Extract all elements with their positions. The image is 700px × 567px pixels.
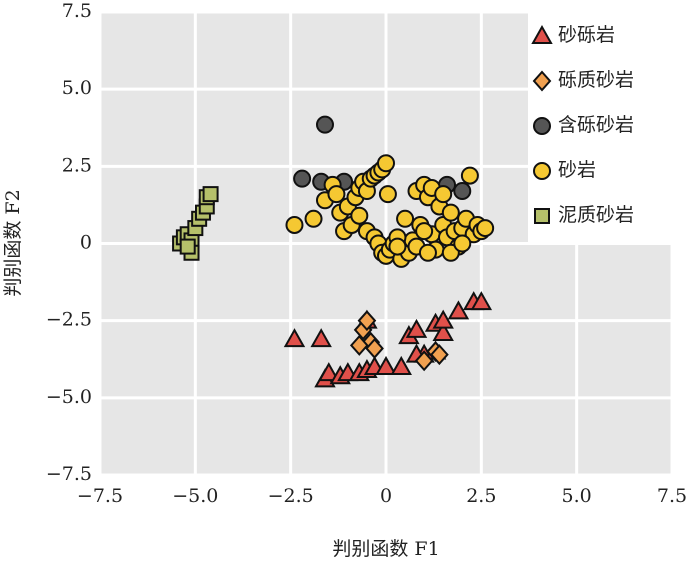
- x-tick-label: 0: [380, 485, 392, 507]
- point: [441, 243, 460, 262]
- legend-label: 砂岩: [558, 159, 596, 181]
- x-axis-label: 判别函数 F1: [332, 538, 439, 560]
- point: [453, 182, 472, 201]
- point: [285, 215, 304, 234]
- point: [375, 355, 397, 375]
- point: [460, 166, 479, 185]
- legend-marker: [533, 117, 551, 135]
- legend-label: 砾质砂岩: [558, 69, 634, 91]
- point: [405, 318, 428, 338]
- y-tick-label: −2.5: [46, 309, 92, 331]
- point: [390, 355, 412, 375]
- point: [432, 321, 454, 342]
- x-tick-label: −2.5: [268, 485, 314, 507]
- point: [434, 185, 453, 204]
- point: [349, 334, 369, 356]
- legend-label: 含砾砂岩: [558, 114, 634, 136]
- y-tick-label: 2.5: [62, 154, 92, 176]
- x-tick-label: −7.5: [77, 485, 123, 507]
- point: [447, 300, 470, 320]
- legend-marker: [533, 162, 551, 180]
- point: [310, 328, 332, 348]
- point: [432, 309, 454, 329]
- legend-marker: [531, 24, 553, 44]
- point: [476, 219, 495, 238]
- x-tick-label: 5.0: [562, 485, 592, 507]
- point: [202, 186, 219, 203]
- point: [418, 243, 437, 262]
- y-axis-label: 判别函数 F2: [2, 189, 24, 296]
- point: [441, 203, 460, 222]
- point: [179, 238, 196, 255]
- y-tick-label: 0: [80, 232, 92, 254]
- point: [470, 291, 493, 311]
- y-tick-label: 7.5: [62, 0, 92, 22]
- point: [350, 206, 369, 225]
- point: [396, 209, 415, 228]
- y-tick-label: −5.0: [46, 386, 92, 408]
- x-tick-label: 7.5: [657, 485, 687, 507]
- legend-label: 泥质砂岩: [558, 204, 634, 226]
- point: [415, 222, 434, 241]
- point: [318, 362, 340, 382]
- legend-box: [528, 12, 672, 242]
- point: [414, 350, 434, 372]
- point: [453, 234, 472, 253]
- point: [377, 154, 395, 173]
- point: [430, 344, 449, 366]
- point: [293, 169, 312, 188]
- y-tick-label: −7.5: [46, 463, 92, 485]
- point: [388, 237, 407, 256]
- legend-label: 砂砾岩: [558, 24, 615, 46]
- point: [365, 337, 384, 359]
- point: [357, 310, 377, 332]
- point: [304, 209, 323, 228]
- point: [315, 115, 334, 134]
- point: [327, 185, 346, 204]
- y-tick-label: 5.0: [62, 77, 92, 99]
- legend-marker: [534, 208, 550, 224]
- x-tick-label: 2.5: [466, 485, 496, 507]
- legend-marker: [532, 70, 552, 92]
- point: [378, 185, 397, 204]
- x-tick-label: −5.0: [172, 485, 218, 507]
- point: [283, 328, 306, 348]
